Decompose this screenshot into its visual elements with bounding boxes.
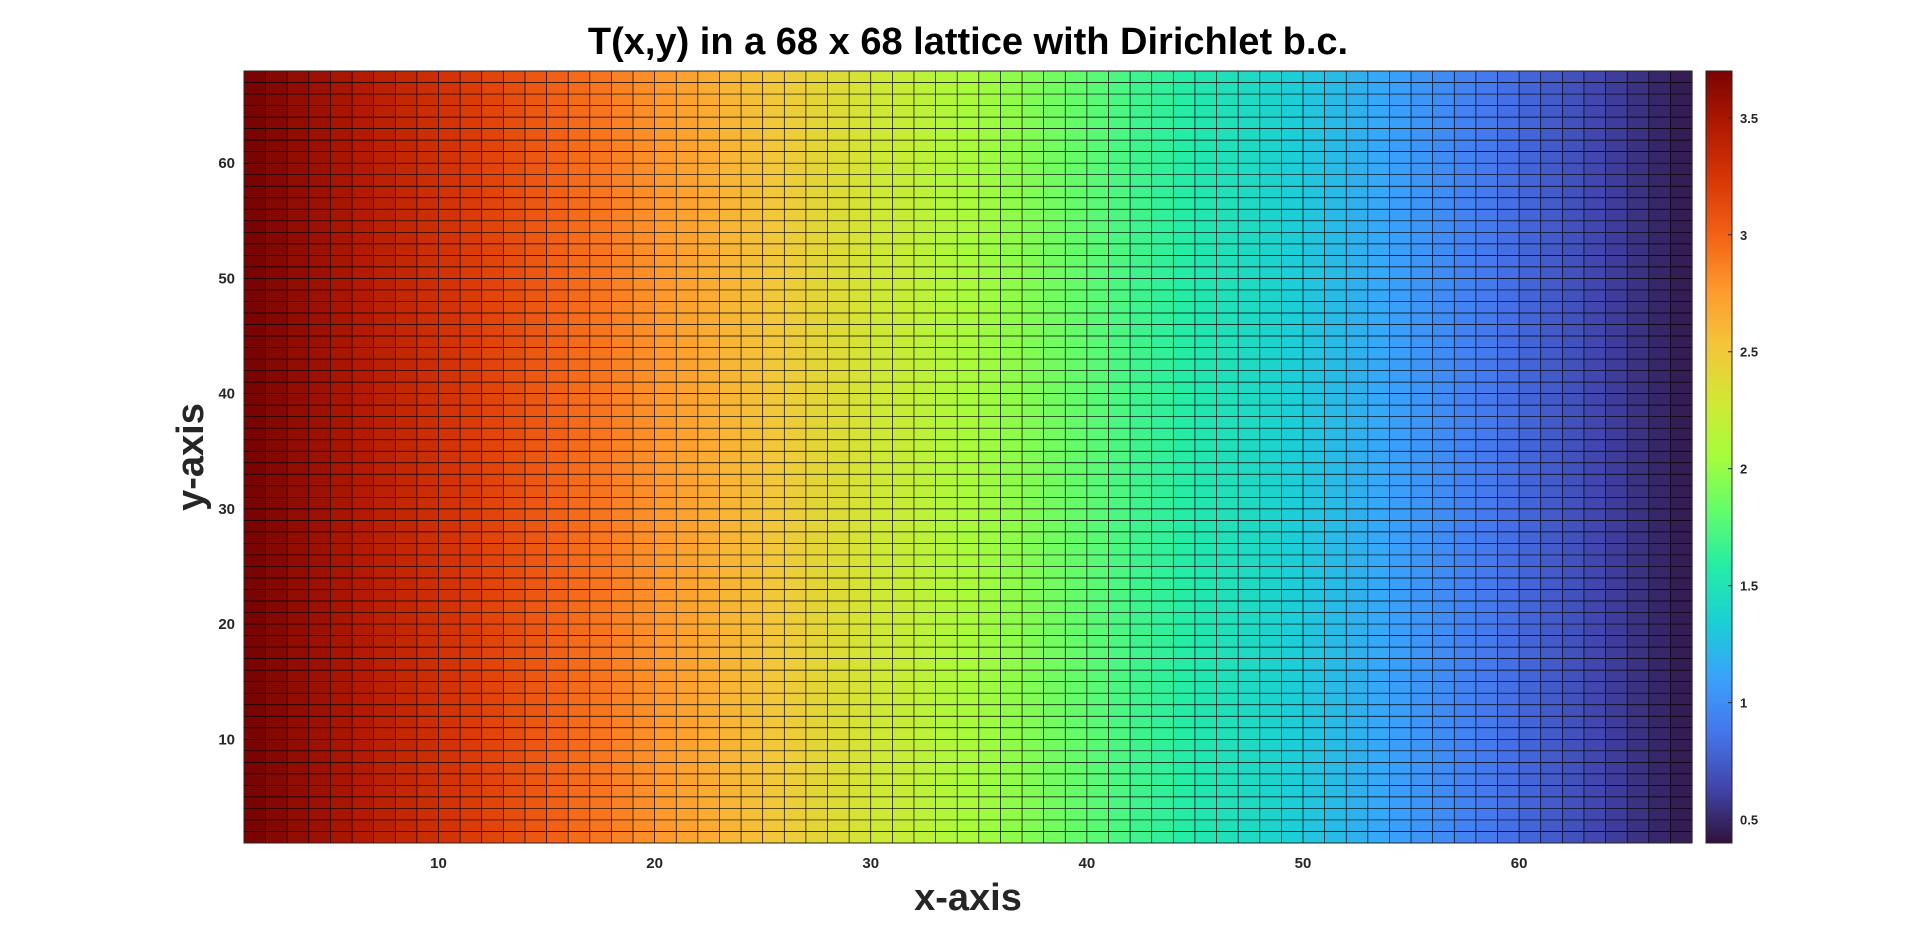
heatmap-column (849, 71, 872, 843)
heatmap-column (1108, 71, 1131, 843)
heatmap-column (784, 71, 807, 843)
x-axis-label: x-axis (914, 877, 1022, 919)
heatmap-column (1454, 71, 1477, 843)
heatmap-column (1475, 71, 1499, 843)
x-tick-label: 10 (430, 855, 447, 872)
heatmap-column (1605, 71, 1628, 843)
heatmap-column (503, 71, 526, 843)
heatmap-column (568, 71, 591, 843)
heatmap-column (697, 71, 721, 843)
colorbar-tick-label: 0.5 (1740, 813, 1758, 828)
heatmap-column (1000, 71, 1023, 843)
heatmap-column (287, 71, 310, 843)
heatmap-column (1043, 71, 1066, 843)
heatmap-column (827, 71, 850, 843)
heatmap-column (1411, 71, 1434, 843)
heatmap-column (438, 71, 461, 843)
y-axis-label: y-axis (170, 403, 212, 511)
heatmap-column (892, 71, 915, 843)
heatmap-column (1216, 71, 1239, 843)
heatmap-column (244, 71, 267, 843)
heatmap-column (330, 71, 353, 843)
heatmap-column (1259, 71, 1282, 843)
colorbar-tick-label: 1 (1740, 696, 1747, 711)
x-tick-label: 30 (862, 855, 879, 872)
heatmap-column (1324, 71, 1347, 843)
heatmap-column (1389, 71, 1412, 843)
heatmap-column (460, 71, 483, 843)
colorbar-tick-label: 2 (1740, 462, 1747, 477)
heatmap-column (762, 71, 785, 843)
colorbar-tick-label: 3.5 (1740, 111, 1758, 126)
y-tick-label: 30 (218, 501, 235, 518)
chart-title: T(x,y) in a 68 x 68 lattice with Dirichl… (588, 21, 1348, 63)
y-tick-label: 60 (218, 155, 235, 172)
y-tick-label: 10 (218, 731, 235, 748)
x-tick-label: 50 (1295, 855, 1312, 872)
heatmap-column (935, 71, 958, 843)
heatmap-column (1648, 71, 1671, 843)
heatmap-column (633, 71, 656, 843)
heatmap-column (1497, 71, 1520, 843)
y-tick-label: 50 (218, 270, 235, 287)
heatmap-column (1540, 71, 1563, 843)
heatmap-column (308, 71, 332, 843)
heatmap-column (719, 71, 742, 843)
heatmap-column (1432, 71, 1455, 843)
heatmap-column (1130, 71, 1153, 843)
heatmap-column (741, 71, 764, 843)
colorbar-tick-label: 3 (1740, 228, 1747, 243)
heatmap-column (957, 71, 980, 843)
heatmap-column (654, 71, 677, 843)
heatmap-column (1670, 71, 1693, 843)
heatmap-column (1194, 71, 1218, 843)
colorbar-gradient (1705, 70, 1733, 844)
x-tick-label: 60 (1511, 855, 1528, 872)
heatmap-column (546, 71, 569, 843)
heatmap-column (1281, 71, 1304, 843)
y-axis-ticks: 10 20 30 40 50 60 (218, 155, 235, 748)
heatmap-column (524, 71, 548, 843)
heatmap-column (1346, 71, 1369, 843)
heatmap-column (1238, 71, 1261, 843)
y-tick-label: 40 (218, 386, 235, 403)
heatmap-column (1022, 71, 1045, 843)
heatmap-column (1519, 71, 1542, 843)
heatmap-column (978, 71, 1002, 843)
heatmap-column (1627, 71, 1650, 843)
heatmap-column (676, 71, 699, 843)
heatmap-column (1173, 71, 1196, 843)
heatmap-column (1302, 71, 1326, 843)
heatmap-column (481, 71, 504, 843)
heatmap-cells (244, 71, 1693, 843)
heatmap-column (352, 71, 375, 843)
heatmap-column (1562, 71, 1585, 843)
x-tick-label: 20 (646, 855, 663, 872)
y-tick-label: 20 (218, 616, 235, 633)
heatmap-column (611, 71, 634, 843)
plot-frame (243, 70, 1693, 844)
heatmap-column (1086, 71, 1110, 843)
colorbar-tick-label: 2.5 (1740, 345, 1758, 360)
colorbar: 0.5 1 1.5 2 2.5 3 3.5 (1705, 70, 1758, 844)
heatmap-column (373, 71, 396, 843)
heatmap-column (395, 71, 418, 843)
heatmap-column (805, 71, 829, 843)
heatmap-column (913, 71, 937, 843)
heatmap-column (416, 71, 440, 843)
heatmap-column (1151, 71, 1174, 843)
x-axis-ticks: 10 20 30 40 50 60 (430, 855, 1527, 872)
colorbar-tick-label: 1.5 (1740, 579, 1758, 594)
heatmap-column (870, 71, 893, 843)
heatmap-column (589, 71, 613, 843)
heatmap-column (1367, 71, 1391, 843)
heatmap-column (265, 71, 288, 843)
x-tick-label: 40 (1079, 855, 1096, 872)
heatmap-column (1583, 71, 1607, 843)
heatmap-column (1065, 71, 1088, 843)
